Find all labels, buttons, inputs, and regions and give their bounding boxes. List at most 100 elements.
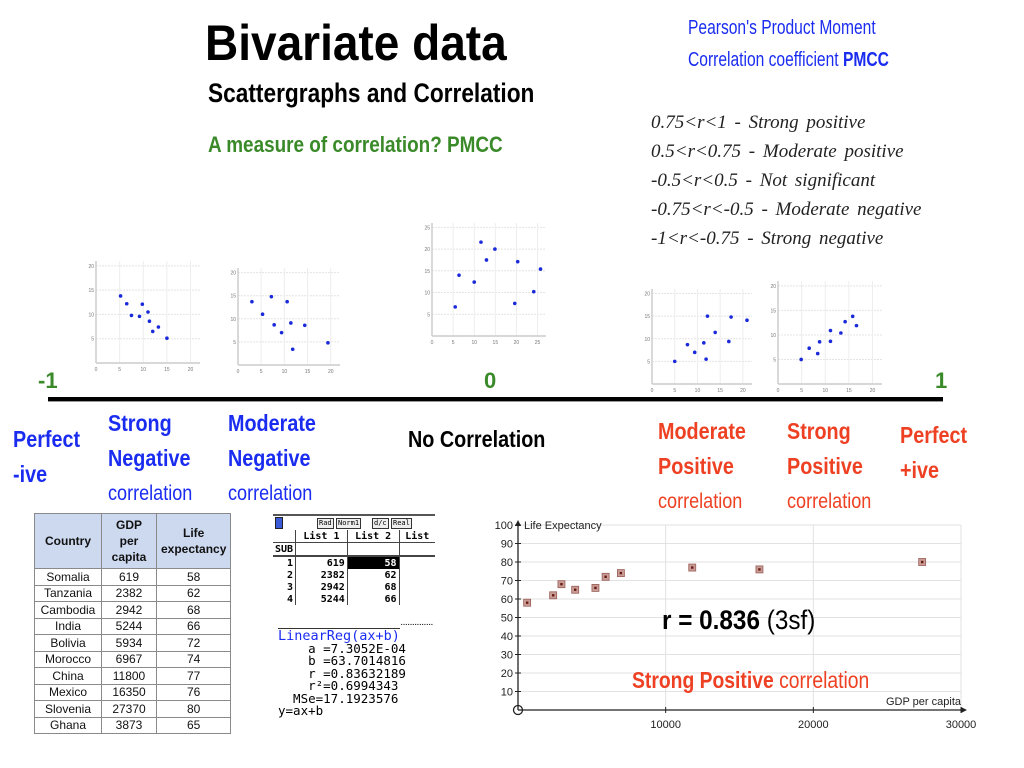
cell-country: Ghana [34,716,102,734]
y-tick-label: 20 [770,284,776,290]
list-2-cell[interactable]: 66 [347,593,400,605]
list-3-header[interactable]: List [399,530,435,543]
life-expectancy-chart: 10 20 30 40 50 60 70 80 90 100 10000 20000 30000 Life… [495,520,976,731]
x-tick-label: 10 [695,388,701,394]
data-point [250,299,254,304]
cell-life: 66 [155,617,232,635]
table-row: Ghana 3873 65 [34,716,232,734]
x-tick-label: 15 [305,369,311,375]
scatter-moderate-positive: 5 10 15 20 0 5 10 15 20 [644,289,752,394]
y-tick-label: 20 [88,264,94,270]
cell-country: Cambodia [34,601,102,619]
label-strong-positive: Strong Positive correlation [787,414,871,519]
table-row: Slovenia 27370 80 [34,700,232,718]
data-point [685,342,690,347]
gdp-life-table: Country GDP per capita Life expectancy S… [34,513,232,734]
number-line-one: 1 [935,368,948,393]
y-tick-label: 10 [644,337,650,343]
cell-gdp: 5244 [101,617,157,635]
y-tick-label: 80 [501,557,513,569]
list-1-header[interactable]: List 1 [295,530,348,543]
table-row: Morocco 6967 74 [34,650,232,668]
list-2-cell[interactable]: 62 [347,569,400,581]
data-point-center [594,586,597,590]
col-header-gdp: GDP per capita [101,513,157,569]
list-3-cell[interactable] [399,556,435,569]
label-text: Moderate [228,410,316,436]
list-2-header[interactable]: List 2 [347,530,400,543]
data-point [137,314,142,319]
list-index[interactable]: 4 [273,593,297,605]
list-index[interactable]: 3 [273,581,297,593]
scatter-moderate-negative: 5 10 15 20 0 5 10 15 20 [230,268,340,375]
label-text: correlation [228,482,313,505]
y-tick-label: 100 [495,520,513,532]
y-tick-label: 5 [91,337,94,343]
cell-gdp: 3873 [101,716,157,734]
cell-life: 58 [155,568,232,586]
col-header-country: Country [34,513,102,569]
data-point [854,323,859,328]
data-point [828,339,833,344]
table-row: Mexico 16350 76 [34,683,232,701]
cell-gdp: 6967 [101,650,157,668]
data-point-center [920,560,924,564]
data-point [918,558,927,566]
number-line-zero: 0 [484,368,497,393]
r-value: r = 0.836 (3sf) [662,605,815,636]
cell-gdp: 2942 [101,601,157,619]
x-tick-label: 10 [282,369,288,375]
label-text: correlation [108,482,193,505]
list-3-cell[interactable] [399,569,435,581]
cell-country: India [34,617,102,635]
cell-gdp: 2382 [101,584,157,602]
badge-dc: d/c [372,518,389,529]
badge-real: Real [391,518,412,529]
data-point [702,341,706,345]
label-text: +ive [900,457,940,483]
label-text: -ive [13,461,48,487]
data-point [453,305,458,309]
list-2-cell[interactable]: 58 [347,556,400,569]
label-text: Negative [108,445,191,471]
data-point [512,301,517,306]
data-point [591,584,600,592]
scatter-no-correlation: 5 10 15 20 25 0 5 10 15 20 25 [424,223,546,346]
data-point [269,294,274,299]
data-point [289,321,293,325]
sub-cell [399,542,435,557]
y-tick-label: 20 [644,292,650,298]
label-perfect-negative: Perfect -ive [13,422,80,492]
list-3-cell[interactable] [399,581,435,593]
data-point [523,598,532,607]
sub-cell [295,542,348,557]
data-point [672,359,677,364]
x-axis-arrow [961,707,967,713]
list-1-cell[interactable]: 5244 [295,593,348,605]
y-axis-arrow [515,520,521,526]
x-tick-label: 0 [95,367,98,373]
list-1-cell[interactable]: 2942 [295,581,348,593]
y-tick-label: 90 [501,539,513,551]
list-1-cell[interactable]: 619 [295,556,348,569]
x-tick-label: 15 [717,388,723,394]
list-3-cell[interactable] [399,593,435,605]
list-2-cell[interactable]: 68 [347,581,400,593]
rule-strong-positive: 0.75<r<1 - Strong positive [651,112,866,133]
cell-life: 80 [155,700,232,718]
list-1-cell[interactable]: 2382 [295,569,348,581]
pmcc-acronym: PMCC [842,49,889,71]
calculator-status-bar: Rad Norm1 d/c Real [273,514,435,530]
x-axis-label: GDP per capita [886,696,962,708]
data-point [704,357,708,361]
label-text: correlation [658,490,743,513]
result-description: Strong Positive correlation [632,667,869,694]
col-header-life: Life expectancy [155,513,232,569]
data-point [843,319,847,324]
label-moderate-negative: Moderate Negative correlation [228,406,316,511]
list-index[interactable]: 1 [273,556,297,569]
list-index[interactable]: 2 [273,569,297,581]
x-tick-label: 10000 [650,719,681,731]
cell-life: 68 [155,601,232,619]
cell-life: 77 [155,667,232,685]
